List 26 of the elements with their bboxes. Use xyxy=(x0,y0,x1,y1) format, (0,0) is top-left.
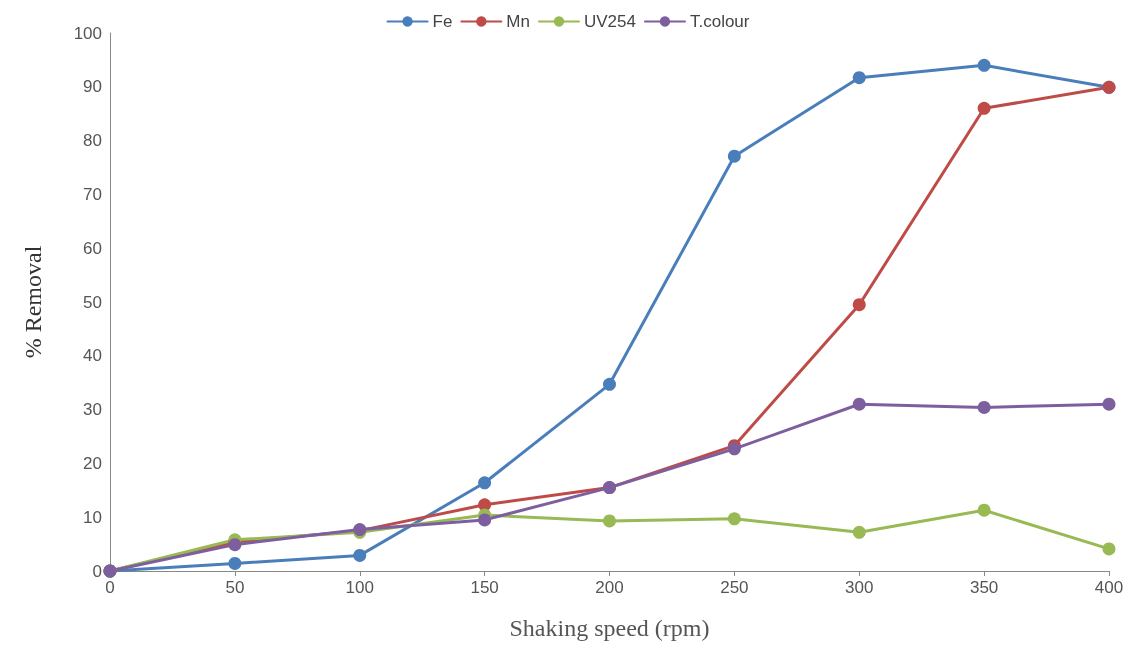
y-tick-label: 100 xyxy=(73,23,102,43)
x-axis-title: Shaking speed (rpm) xyxy=(509,615,710,641)
x-tick-label: 300 xyxy=(845,578,874,597)
x-tick-label: 150 xyxy=(470,578,499,597)
x-tick-label: 350 xyxy=(969,578,999,597)
y-tick-label: 20 xyxy=(83,453,102,473)
y-tick-label: 60 xyxy=(83,238,102,258)
y-tick-label: 70 xyxy=(83,184,102,204)
y-tick-label: 90 xyxy=(83,77,102,97)
legend-label: Fe xyxy=(432,12,453,31)
legend-label: UV254 xyxy=(583,12,636,31)
x-tick-label: 200 xyxy=(595,578,624,597)
y-tick-label: 50 xyxy=(83,292,102,312)
x-tick-label: 250 xyxy=(720,578,749,597)
y-tick-label: 30 xyxy=(83,400,102,420)
x-tick-label: 50 xyxy=(225,578,245,597)
y-tick-label: 10 xyxy=(83,507,102,527)
legend-label: T.colour xyxy=(689,12,750,31)
legend-label: Mn xyxy=(506,12,530,31)
y-tick-label: 0 xyxy=(92,561,102,581)
y-tick-label: 80 xyxy=(83,131,102,151)
x-tick-label: 100 xyxy=(345,578,374,597)
y-axis-title: % Removal xyxy=(20,245,46,359)
x-tick-label: 400 xyxy=(1094,578,1124,597)
x-tick-label: 0 xyxy=(105,578,115,597)
y-tick-label: 40 xyxy=(83,346,102,366)
